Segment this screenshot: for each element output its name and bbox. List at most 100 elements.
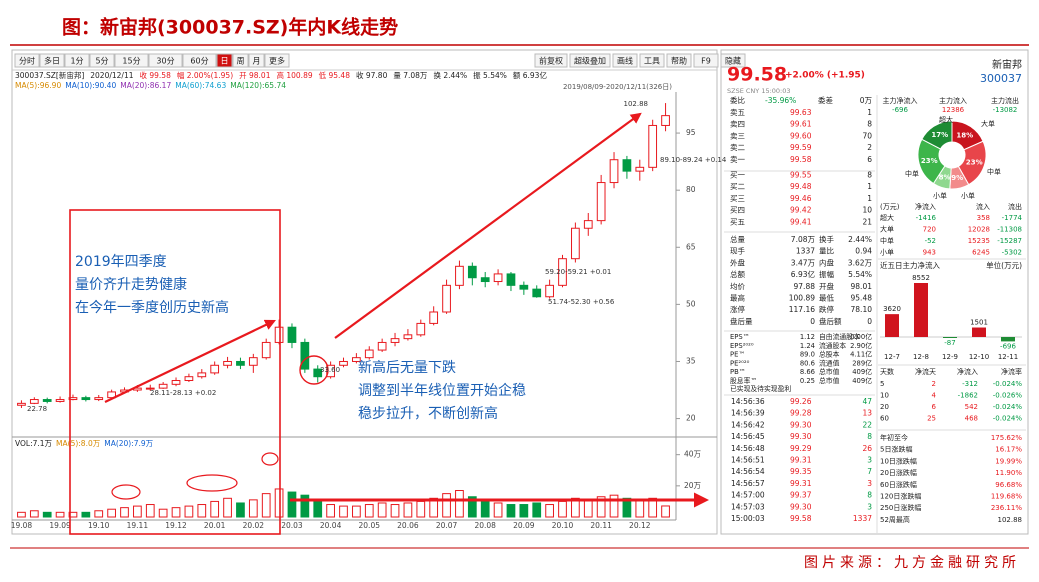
annotation: 在今年一季度创历史新高: [75, 299, 229, 316]
order-level: 买四: [730, 206, 745, 215]
tick-price: 99.31: [790, 456, 812, 465]
five-day-title: 近五日主力净流入: [880, 260, 940, 270]
order-volume: 2: [867, 143, 872, 152]
order-volume: 1: [867, 182, 872, 191]
flow-table-cell: 12028: [968, 226, 990, 234]
tick-time: 15:00:03: [731, 514, 765, 523]
volume-bar: [364, 504, 374, 518]
quote-item: 额 6.93亿: [513, 70, 548, 80]
order-price: 99.58: [790, 155, 812, 164]
volume-bar: [455, 490, 464, 518]
volume-bar: [571, 497, 580, 518]
toolbar-tab-label: 月: [253, 57, 261, 66]
volume-bar: [609, 494, 619, 518]
tick-volume: 7: [867, 467, 872, 476]
tick-volume: 3: [867, 502, 872, 511]
volume-bar: [107, 508, 116, 518]
x-tick-label: 20.09: [513, 521, 535, 530]
toolbar-tab[interactable]: [148, 53, 183, 68]
candle-body: [635, 166, 645, 172]
five-day-category: 12-7: [884, 353, 900, 361]
tick-price: 99.31: [790, 479, 812, 488]
annotation: 量价齐升走势健康: [75, 276, 187, 293]
stat-cell: 1337: [796, 247, 815, 256]
candle-body: [261, 341, 271, 359]
toolbar-tab-label: 周: [237, 57, 245, 66]
order-price: 99.61: [790, 120, 812, 129]
chart-layer: 20 35 50 65 80 95 40万 20万 19.08 19.09 19.10 19.11 19…: [11, 103, 702, 530]
candle-body: [274, 326, 284, 343]
toolbar-tab[interactable]: [114, 53, 149, 68]
candle-body: [364, 349, 374, 359]
volume-bar: [493, 502, 503, 518]
donut-label: 23%: [921, 157, 938, 165]
toolbar-button[interactable]: [720, 53, 746, 68]
performance-value: 236.11%: [991, 504, 1022, 512]
order-level: 买一: [730, 171, 745, 180]
flow-table-cell: -5302: [1002, 249, 1022, 257]
days-cell: -0.024%: [993, 380, 1023, 388]
candle-body: [55, 399, 65, 402]
days-header: 净流天: [915, 367, 936, 376]
toolbar-button[interactable]: [666, 53, 692, 68]
tick-price: 99.30: [790, 502, 812, 511]
quote-item: 300037.SZ[新宙邦]: [15, 70, 84, 80]
highlight-circle: [299, 355, 329, 385]
performance-label: 10日涨跌幅: [880, 456, 917, 465]
toolbar-button[interactable]: [639, 53, 665, 68]
toolbar-tab[interactable]: [216, 53, 233, 68]
fundamental-cell: 8.66: [800, 368, 815, 376]
stat-cell: 7.08万: [791, 235, 816, 244]
fundamental-note: 已实现及待实现盈利: [730, 384, 791, 393]
candle-body: [313, 368, 323, 378]
toolbar-tab[interactable]: [39, 53, 65, 68]
toolbar-button[interactable]: [612, 53, 638, 68]
quote-bar: 300037.SZ[新宙邦] 2020/12/11 收 99.58 幅 2.00%(1…: [15, 70, 547, 80]
flow-table-header: 流出: [1008, 202, 1022, 211]
candle-body: [17, 402, 26, 406]
candle-body: [609, 159, 619, 184]
fundamental-cell: 2.90亿: [850, 341, 872, 350]
toolbar-tab[interactable]: [89, 53, 115, 68]
flow-label: 主力净流入: [883, 96, 918, 105]
stat-cell: 现手: [730, 246, 745, 256]
price-label: 102.88: [624, 100, 649, 108]
stat-cell: 78.10: [851, 305, 873, 314]
volume-bar: [184, 505, 194, 518]
candle-body: [145, 387, 155, 390]
toolbar-button[interactable]: [534, 53, 568, 68]
x-tick-label: 20.07: [436, 521, 458, 530]
toolbar-tab[interactable]: [182, 53, 217, 68]
five-day-value: 8552: [912, 274, 930, 282]
toolbar-tab[interactable]: [232, 53, 249, 68]
toolbar-tab[interactable]: [248, 53, 265, 68]
volume-bar: [261, 493, 271, 518]
range-label: 2019/08/09-2020/12/11(326日): [563, 83, 672, 91]
fundamental-cell: EPS²⁰²⁰: [730, 342, 754, 350]
five-day-bar: [885, 314, 899, 337]
volume-bar: [197, 504, 207, 518]
x-tick-label: 20.03: [281, 521, 303, 530]
tick-time: 14:56:48: [731, 444, 765, 453]
order-level: 卖三: [730, 131, 745, 140]
fundamental-cell: 409亿: [852, 376, 872, 385]
toolbar-tab[interactable]: [64, 53, 90, 68]
toolbar-button-label: 工具: [644, 57, 660, 66]
order-level: 买三: [730, 194, 745, 203]
candle-body: [493, 273, 503, 283]
toolbar-tab[interactable]: [14, 53, 40, 68]
volume-bar: [596, 496, 606, 518]
days-cell: -0.024%: [993, 415, 1023, 423]
candle-body: [506, 273, 516, 286]
order-price: 99.48: [790, 182, 812, 191]
order-volume: 70: [862, 131, 872, 140]
candle-body: [197, 372, 207, 378]
toolbar-button[interactable]: [569, 53, 611, 68]
toolbar-button[interactable]: [693, 53, 719, 68]
donut-label: 9%: [951, 174, 963, 182]
toolbar-tab-label: 多日: [44, 56, 60, 66]
donut-label: 18%: [956, 131, 973, 139]
toolbar-tab-label: 60分: [190, 57, 208, 66]
toolbar-tab[interactable]: [264, 53, 290, 68]
